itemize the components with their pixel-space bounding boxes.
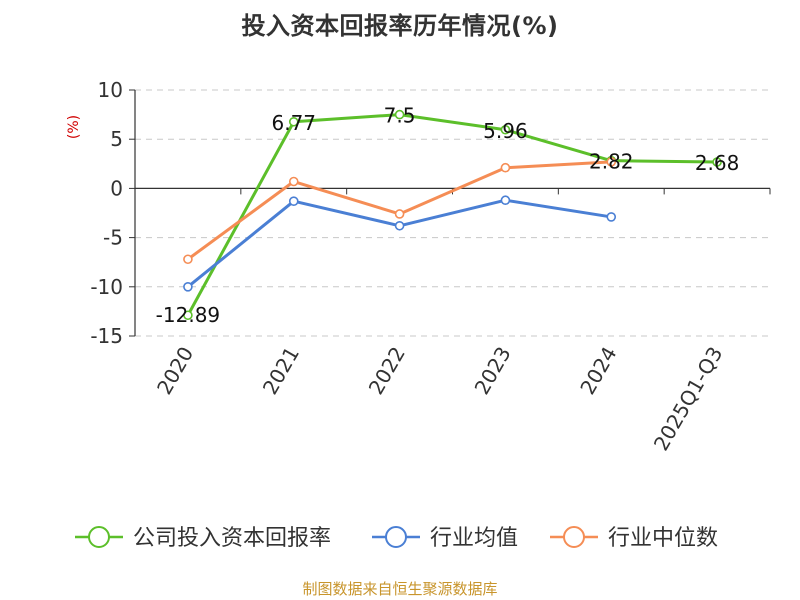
legend-marker [88,526,110,548]
y-tick-label: 10 [98,78,123,102]
y-tick-label: 0 [110,176,123,200]
x-tick-label: 2021 [258,343,304,399]
data-label: 7.5 [384,104,416,128]
x-tick-label: 2022 [364,343,410,399]
y-tick-label: -15 [90,324,123,348]
x-tick-label: 2024 [575,343,621,399]
data-point [288,116,299,127]
data-point [606,212,617,222]
y-tick-label: 5 [110,127,123,151]
y-tick-label: -10 [90,275,123,299]
legend-marker [563,526,585,548]
data-label: 5.96 [483,119,528,143]
legend-marker [385,526,407,548]
data-point [183,281,193,292]
data-label: 6.77 [271,111,316,135]
data-point [183,310,193,321]
series-line [186,113,718,316]
legend-label: 行业均值 [430,526,518,551]
x-tick-label: 2020 [152,343,198,399]
data-point [394,209,405,219]
data-point [394,220,405,231]
data-point [500,124,511,135]
data-point [500,195,511,206]
chart-title: 投入资本回报率历年情况(%) [241,12,559,40]
x-tick-label: 2025Q1-Q3 [649,343,728,455]
series-layer [183,109,722,321]
data-point [288,196,299,206]
data-point [606,157,617,167]
x-tick-label: 2023 [470,343,516,399]
y-axis-unit: (%) [66,115,82,139]
legend-label: 行业中位数 [608,526,718,551]
data-label: 2.68 [695,151,740,175]
data-label: -12.89 [156,303,220,327]
grid-layer [135,89,770,337]
data-point [712,157,722,167]
data-point [183,254,193,265]
axis-layer: 10 5 0 -5 -10 -15 (%) 2020 2021 2022 2023 2024 2025Q… [66,78,771,455]
legend-label: 公司投入资本回报率 [133,526,331,551]
label-layer: -12.89 6.77 7.5 5.96 2.82 2.68 [156,104,740,328]
data-label: 2.82 [589,150,634,174]
data-point [500,162,511,173]
y-tick-label: -5 [103,226,123,250]
data-point [394,109,405,120]
source-note: 制图数据来自恒生聚源数据库 [302,580,498,598]
data-point [288,176,299,187]
legend: 公司投入资本回报率 行业均值 行业中位数 [75,526,718,551]
